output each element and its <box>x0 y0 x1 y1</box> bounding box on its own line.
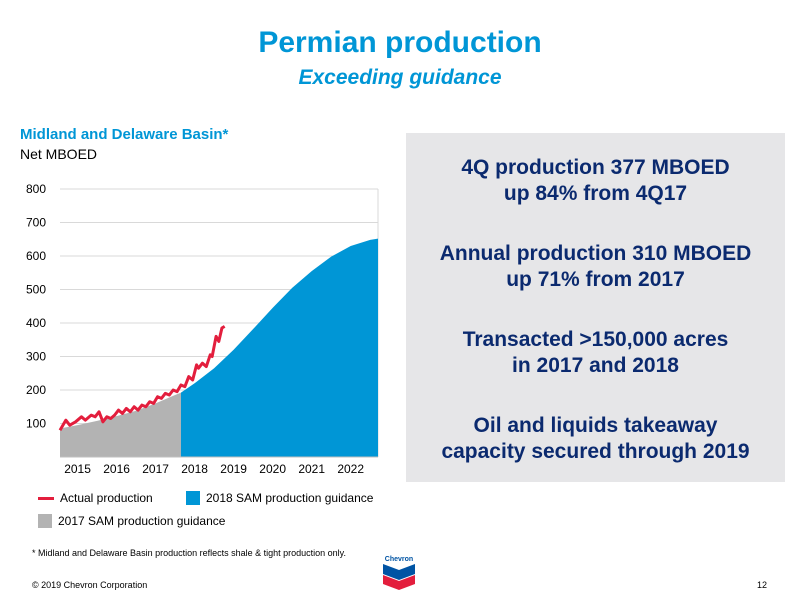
legend-2018-guidance: 2018 SAM production guidance <box>186 491 373 505</box>
production-chart: 100 200 300 400 500 600 700 800 2015 2016 2017 2018… <box>26 182 379 476</box>
copyright: © 2019 Chevron Corporation <box>32 580 148 590</box>
highlight-annual-production: Annual production 310 MBOED up 71% from … <box>406 241 785 293</box>
legend-actual-label: Actual production <box>60 491 153 505</box>
highlight-acres-line2: in 2017 and 2018 <box>512 354 679 377</box>
legend-2018-label: 2018 SAM production guidance <box>206 491 374 505</box>
highlight-takeaway-line1: Oil and liquids takeaway <box>473 414 718 437</box>
highlight-4q-line2: up 84% from 4Q17 <box>503 182 688 205</box>
legend-2017-label: 2017 SAM production guidance <box>58 514 226 528</box>
highlight-takeaway-line2: capacity secured through 2019 <box>441 440 750 463</box>
legend-actual: Actual production <box>38 491 153 505</box>
y-tick-label-600: 600 <box>26 249 46 263</box>
highlight-4q-line1: 4Q production 377 MBOED <box>461 156 730 179</box>
x-tick-label-2016: 2016 <box>103 462 130 476</box>
y-tick-label-100: 100 <box>26 417 46 431</box>
highlight-4q-production: 4Q production 377 MBOED up 84% from 4Q17 <box>406 155 785 207</box>
x-tick-label-2022: 2022 <box>337 462 364 476</box>
highlight-acres-line1: Transacted >150,000 acres <box>462 328 729 351</box>
x-tick-label-2021: 2021 <box>298 462 325 476</box>
slide-title: Permian production <box>258 26 542 59</box>
chevron-logo-text: Chevron <box>385 556 413 563</box>
y-tick-label-800: 800 <box>26 182 46 196</box>
footnote: * Midland and Delaware Basin production … <box>32 548 347 558</box>
chart-lines <box>58 325 226 431</box>
legend-actual-swatch <box>38 496 54 500</box>
y-tick-label-200: 200 <box>26 383 46 397</box>
line-actual-production <box>58 325 226 431</box>
chart-unit-label: Net MBOED <box>20 146 98 162</box>
x-tick-label-2018: 2018 <box>181 462 208 476</box>
area-2018-sam-production-guidance <box>180 238 378 457</box>
legend-2018-swatch <box>186 491 200 505</box>
y-tick-label-700: 700 <box>26 216 46 230</box>
page-number: 12 <box>757 580 768 590</box>
y-tick-label-500: 500 <box>26 283 46 297</box>
x-tick-label-2020: 2020 <box>259 462 286 476</box>
x-tick-label-2019: 2019 <box>220 462 247 476</box>
chevron-logo: Chevron <box>379 554 419 590</box>
chart-title: Midland and Delaware Basin* <box>20 126 229 143</box>
highlight-takeaway: Oil and liquids takeaway capacity secure… <box>406 413 785 465</box>
highlight-annual-line1: Annual production 310 MBOED <box>439 242 752 265</box>
x-tick-label-2017: 2017 <box>142 462 169 476</box>
highlight-acres: Transacted >150,000 acres in 2017 and 20… <box>406 327 785 379</box>
slide-subtitle: Exceeding guidance <box>298 66 502 89</box>
chart-axes: 100 200 300 400 500 600 700 800 2015 2016 2017 2018… <box>26 182 378 476</box>
highlight-annual-line2: up 71% from 2017 <box>506 268 685 291</box>
chart-areas <box>60 238 378 457</box>
area-2017-sam-production-guidance <box>60 392 181 457</box>
legend-2017-swatch <box>38 514 52 528</box>
x-tick-label-2015: 2015 <box>64 462 91 476</box>
highlights-panel: 4Q production 377 MBOED up 84% from 4Q17… <box>406 133 785 482</box>
legend-2017-guidance: 2017 SAM production guidance <box>38 514 225 528</box>
y-tick-label-400: 400 <box>26 316 46 330</box>
y-tick-label-300: 300 <box>26 350 46 364</box>
